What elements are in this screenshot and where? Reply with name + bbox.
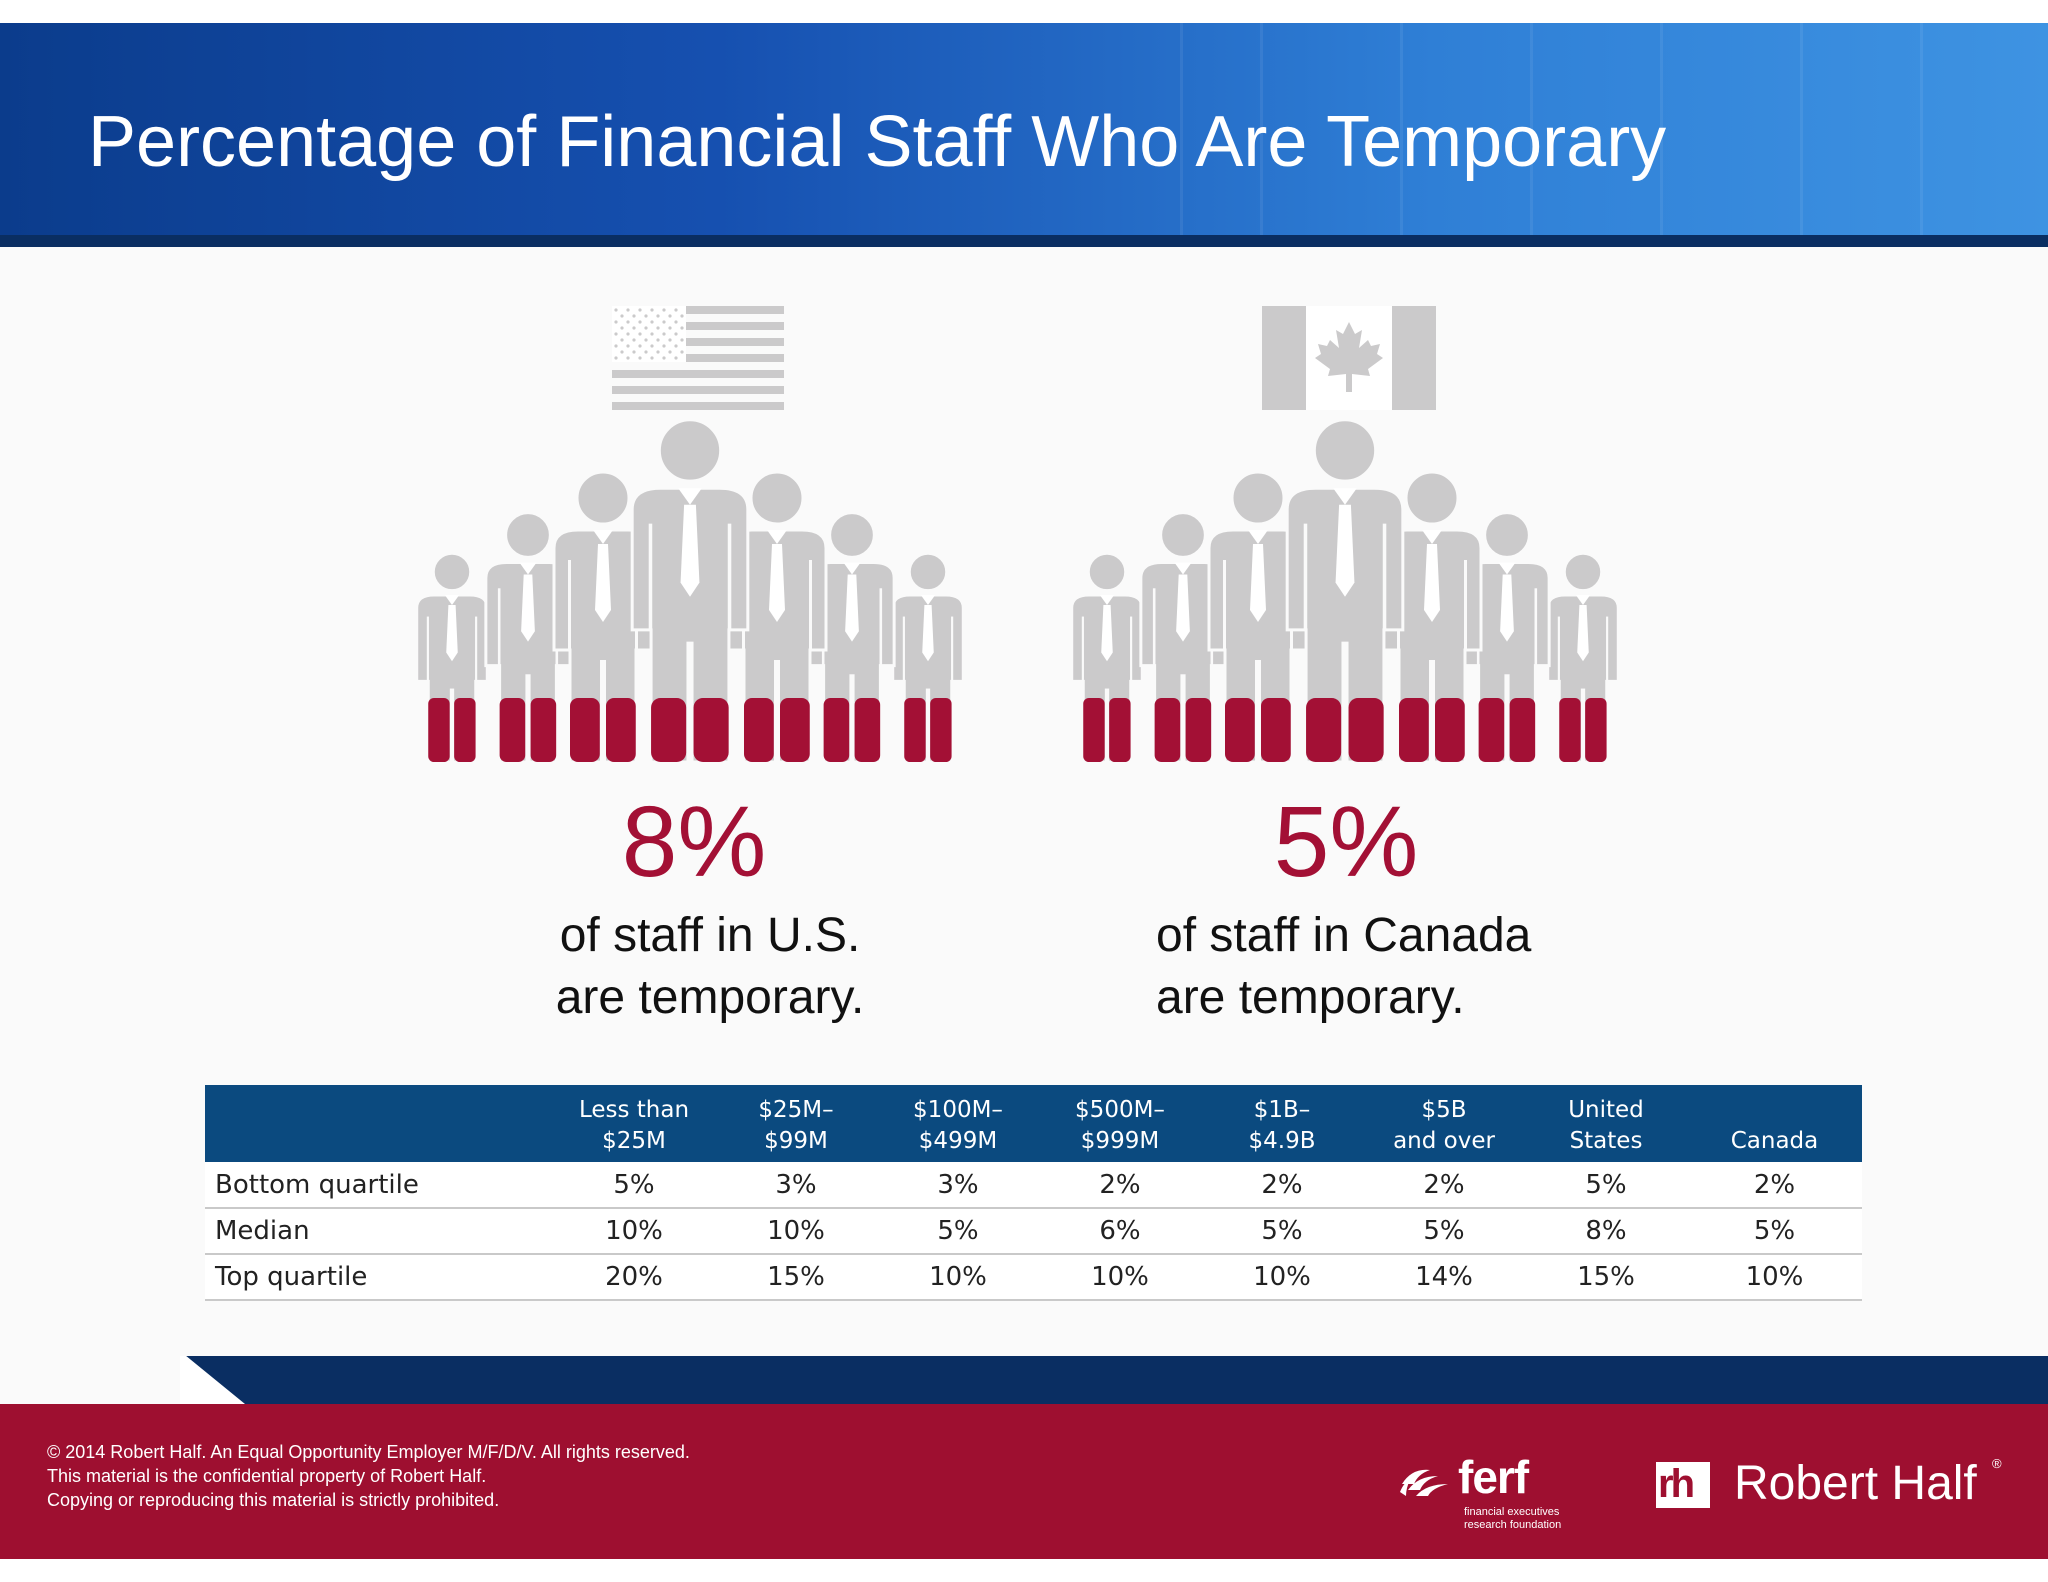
table-cell: 3% [937,1169,979,1200]
column-header: Canada [1730,1128,1819,1154]
table-cell: 15% [767,1262,825,1292]
ferf-tagline: research foundation [1464,1519,1562,1531]
confidential-text: This material is the confidential proper… [47,1466,487,1486]
table-cell: 10% [605,1216,663,1246]
column-header: $5B and over [1393,1097,1495,1154]
content-panel [0,247,2048,1357]
table-cell: 2% [1423,1169,1465,1200]
table-cell: 10% [1253,1262,1311,1292]
copying-text: Copying or reproducing this material is … [47,1490,500,1510]
us-caption-line1: of staff in U.S. [559,909,861,962]
table-cell: 14% [1415,1262,1473,1292]
ferf-wordmark: ferf [1458,1451,1529,1503]
column-header: $100M– $499M [913,1097,1003,1154]
canada-caption: of staff in Canada are temporary. [1156,905,1606,1029]
header-banner: Percentage of Financial Staff Who Are Te… [0,23,2048,247]
person-figures [1070,420,1620,764]
row-label: Bottom quartile [215,1169,419,1200]
canada-caption-line1: of staff in Canada [1156,909,1532,962]
table-cell: 2% [1099,1169,1141,1200]
table-cell: 10% [1745,1262,1804,1292]
us-flag-icon [612,306,784,410]
registered-mark: ® [1992,1456,2002,1471]
table-cell: 15% [1577,1262,1635,1292]
canada-people-crowd-icon [1070,420,1620,764]
table-cell: 10% [929,1262,987,1292]
table-header-blank [205,1085,553,1162]
table-row: Bottom quartile 5% 3% 3% 2% 2% 2% 5% 2% [205,1162,1862,1208]
table-cell: 2% [1753,1169,1796,1200]
robert-half-wordmark: Robert Half [1734,1457,1977,1510]
table-cell: 20% [605,1262,663,1292]
row-label: Top quartile [215,1262,368,1292]
legal-notes: © 2014 Robert Half. An Equal Opportunity… [47,1440,690,1512]
header-divider [0,235,2048,247]
us-caption-line2: are temporary. [555,971,865,1024]
table-cell: 5% [1261,1216,1303,1246]
robert-half-logo: rh Robert Half ® [1656,1456,2006,1512]
column-header: $500M– $999M [1075,1097,1165,1154]
us-people-crowd-icon [415,420,965,764]
ferf-swirl-icon [1400,1469,1448,1496]
table-cell: 5% [613,1169,655,1200]
table-cell: 5% [937,1216,979,1246]
row-label: Median [215,1216,310,1246]
table-cell: 10% [1091,1262,1149,1292]
quartile-table: Less than $25M $25M– $99M $100M– $499M $500… [205,1085,1862,1301]
us-percentage: 8% [621,786,767,898]
column-header: Less than $25M [578,1097,690,1154]
canada-caption-line2: are temporary. [1156,971,1465,1024]
table-cell: 5% [1423,1216,1465,1246]
canada-percentage: 5% [1273,786,1419,898]
table-cell: 3% [775,1169,817,1200]
table-cell: 5% [1753,1216,1796,1246]
table-row: Median 10% 10% 5% 6% 5% 5% 8% 5% [205,1208,1862,1254]
column-header: United States [1568,1097,1644,1154]
ferf-logo: ferf financial executives research found… [1398,1451,1578,1531]
table-row: Top quartile 20% 15% 10% 10% 10% 14% 15%… [205,1254,1862,1300]
table-cell: 5% [1585,1169,1627,1200]
table-header-row: Less than $25M $25M– $99M $100M– $499M $500… [205,1085,1862,1162]
table-cell: 2% [1261,1169,1303,1200]
column-header: $1B– $4.9B [1248,1097,1316,1154]
footer-divider [0,1356,2048,1404]
table-cell: 6% [1099,1216,1141,1246]
copyright-text: © 2014 Robert Half. An Equal Opportunity… [47,1442,690,1462]
footer: © 2014 Robert Half. An Equal Opportunity… [0,1404,2048,1559]
us-caption: of staff in U.S. are temporary. [545,905,875,1029]
table-cell: 8% [1585,1216,1627,1246]
table-cell: 10% [767,1216,825,1246]
person-figures [415,420,965,764]
column-header: $25M– $99M [758,1097,834,1154]
rh-monogram: rh [1656,1462,1710,1508]
canada-flag-icon [1262,306,1436,410]
page-title: Percentage of Financial Staff Who Are Te… [88,102,1667,182]
ferf-tagline: financial executives [1464,1506,1560,1518]
